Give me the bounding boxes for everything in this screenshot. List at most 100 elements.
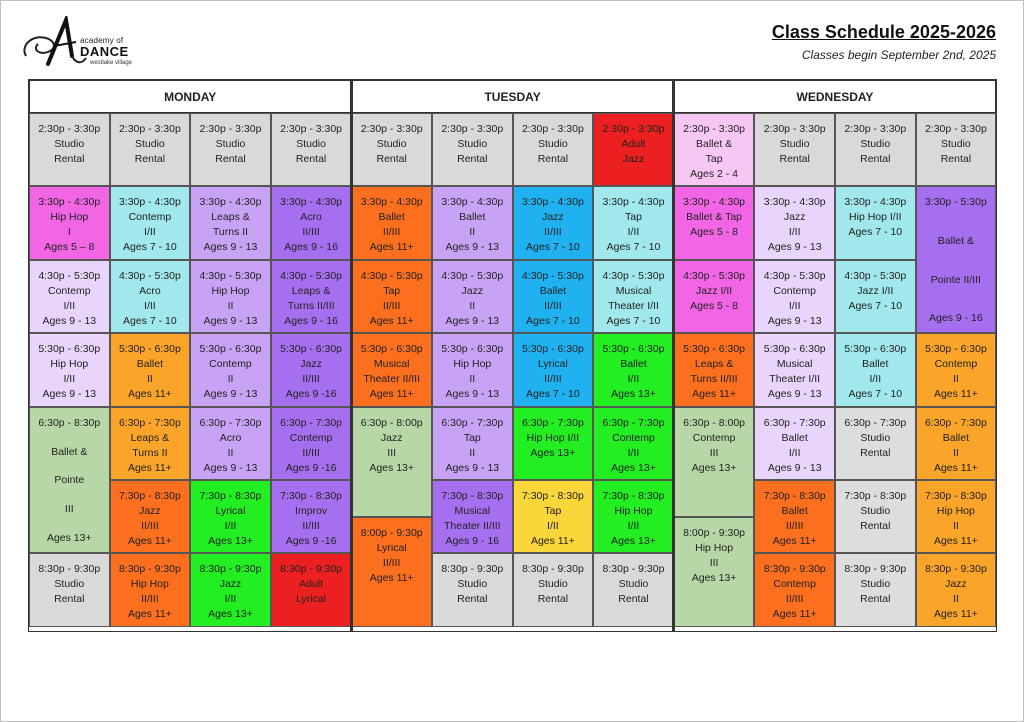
class-detail: II/III bbox=[302, 520, 320, 532]
class-time: 6:30p - 8:30p bbox=[38, 416, 101, 429]
class-detail: Lyrical bbox=[537, 358, 568, 371]
class-detail: I/II bbox=[627, 226, 640, 239]
class-detail: Ages 9 - 13 bbox=[767, 241, 822, 254]
class-detail: I/II bbox=[63, 373, 76, 386]
class-detail: Musical bbox=[454, 505, 491, 517]
class-cell: 5:30p - 6:30p Hip Hop II Ages 9 - 13 bbox=[432, 333, 513, 407]
class-detail: Adult bbox=[299, 578, 324, 591]
class-detail: Ages 9 - 13 bbox=[767, 461, 822, 474]
class-time: 5:30p - 6:30p bbox=[521, 343, 584, 356]
class-detail: Studio bbox=[54, 138, 85, 150]
class-cell: 3:30p - 4:30p Ballet II/III Ages 11+ bbox=[351, 186, 432, 260]
class-time: 4:30p - 5:30p bbox=[280, 269, 343, 282]
class-detail: Hip Hop bbox=[614, 505, 653, 517]
class-cell: 3:30p - 5:30p Ballet & Pointe II/III Ages 9… bbox=[915, 186, 997, 334]
class-detail: Studio bbox=[860, 431, 891, 444]
logo-line-3: westlake village bbox=[90, 60, 133, 66]
class-detail: II bbox=[227, 446, 234, 459]
class-detail: Pointe bbox=[54, 474, 85, 487]
class-detail: Studio bbox=[457, 138, 488, 150]
class-time: 2:30p - 3:30p bbox=[683, 123, 746, 135]
class-detail: Ballet & Tap bbox=[686, 211, 743, 224]
class-detail: II/III bbox=[302, 373, 320, 386]
class-detail: Leaps & bbox=[291, 284, 331, 297]
class-detail: Jazz I/II bbox=[696, 284, 733, 297]
class-detail: Ages 9 -16 bbox=[285, 388, 337, 401]
class-detail: Ballet bbox=[620, 358, 647, 371]
class-cell: 6:30p - 7:30p Tap II Ages 9 - 13 bbox=[432, 406, 513, 480]
class-detail: Studio bbox=[860, 505, 891, 517]
class-detail: Ages 9 - 13 bbox=[445, 461, 500, 474]
class-detail: II bbox=[146, 373, 153, 386]
class-time: 6:30p - 7:30p bbox=[602, 416, 665, 429]
class-cell: 8:00p - 9:30p Hip Hop III Ages 13+ bbox=[673, 516, 755, 627]
class-detail: Ages 13+ bbox=[611, 535, 656, 547]
class-detail: Rental bbox=[54, 153, 85, 165]
class-detail: Studio bbox=[457, 578, 488, 591]
class-time: 5:30p - 6:30p bbox=[38, 343, 101, 356]
class-cell: 2:30p - 3:30p Ballet & Tap Ages 2 - 4 bbox=[673, 113, 755, 187]
class-detail: Contemp bbox=[289, 431, 333, 444]
class-cell: 5:30p - 6:30p Musical Theater I/II Ages 9 -… bbox=[754, 333, 835, 407]
class-time: 8:30p - 9:30p bbox=[521, 563, 584, 576]
class-detail: Adult bbox=[621, 138, 646, 150]
class-detail: Ages 11+ bbox=[933, 461, 978, 474]
class-time: 5:30p - 6:30p bbox=[441, 343, 504, 356]
class-time: 3:30p - 4:30p bbox=[763, 196, 826, 209]
class-detail: Ages 11+ bbox=[772, 535, 817, 547]
class-detail: Rental bbox=[134, 153, 166, 165]
class-cell: 5:30p - 6:30p Ballet I/II Ages 13+ bbox=[593, 333, 674, 407]
class-time: 2:30p - 3:30p bbox=[280, 123, 343, 135]
class-detail: II bbox=[952, 446, 959, 459]
class-detail: II/III bbox=[544, 373, 562, 386]
class-detail: Pointe II/III bbox=[930, 273, 981, 286]
class-cell: 4:30p - 5:30p Jazz I/II Ages 7 - 10 bbox=[835, 259, 916, 334]
class-detail: Ages 5 - 8 bbox=[690, 226, 739, 239]
class-cell: 6:30p - 7:30p Ballet II Ages 11+ bbox=[915, 406, 997, 480]
class-time: 8:30p - 9:30p bbox=[763, 563, 826, 576]
academy-logo: academy of DANCE westlake village bbox=[18, 12, 143, 70]
day-separator bbox=[672, 80, 676, 631]
class-cell: 7:30p - 8:30p Jazz II/III Ages 11+ bbox=[109, 480, 191, 554]
class-detail: Rental bbox=[618, 593, 649, 606]
class-detail: Rental bbox=[860, 593, 891, 606]
class-time: 5:30p - 6:30p bbox=[602, 343, 665, 356]
class-detail: II bbox=[227, 373, 234, 386]
class-detail: Ages 11+ bbox=[369, 241, 414, 254]
class-cell: 3:30p - 4:30p Jazz II/III Ages 7 - 10 bbox=[512, 186, 594, 260]
class-cell: 8:30p - 9:30p Jazz II Ages 11+ bbox=[915, 553, 997, 627]
class-cell: 6:30p - 7:30p Ballet I/II Ages 9 - 13 bbox=[754, 406, 835, 480]
class-detail: Tap bbox=[625, 211, 642, 224]
class-detail: Contemp bbox=[773, 578, 816, 591]
logo-line-1: academy of bbox=[80, 36, 124, 45]
class-detail: Rental bbox=[54, 593, 85, 606]
class-cell: 5:30p - 6:30p Contemp II Ages 9 - 13 bbox=[190, 333, 271, 407]
class-detail: Ages 11+ bbox=[369, 388, 414, 401]
class-detail: Rental bbox=[537, 153, 569, 165]
class-detail: I/II bbox=[788, 226, 801, 239]
class-time: 3:30p - 4:30p bbox=[360, 196, 423, 209]
class-detail: Studio bbox=[135, 138, 165, 150]
day-separator bbox=[349, 80, 353, 631]
class-detail: Ages 7 - 10 bbox=[123, 314, 177, 327]
class-detail: I/II bbox=[627, 446, 640, 459]
class-time: 3:30p - 4:30p bbox=[118, 196, 181, 209]
class-detail: Hip Hop bbox=[211, 284, 250, 297]
class-time: 8:00p - 9:30p bbox=[683, 526, 746, 539]
class-cell: 2:30p - 3:30p Studio Rental bbox=[351, 113, 432, 187]
class-detail: Ballet bbox=[539, 284, 567, 297]
class-detail: Ages 13+ bbox=[208, 608, 253, 621]
class-detail: Jazz bbox=[542, 211, 564, 224]
class-detail: II bbox=[469, 226, 476, 239]
class-detail: Rental bbox=[215, 153, 246, 165]
class-cell: 7:30p - 8:30p Ballet II/III Ages 11+ bbox=[754, 480, 835, 554]
class-detail: II bbox=[469, 373, 476, 386]
class-time: 7:30p - 8:30p bbox=[118, 490, 181, 502]
class-cell: 3:30p - 4:30p Leaps & Turns II Ages 9 - 13 bbox=[190, 186, 271, 260]
class-time: 7:30p - 8:30p bbox=[924, 490, 987, 502]
class-cell: 4:30p - 5:30p Hip Hop II Ages 9 - 13 bbox=[190, 259, 271, 334]
class-detail: III bbox=[709, 556, 719, 569]
class-detail: I/II bbox=[63, 299, 76, 312]
class-detail: II/III bbox=[302, 446, 320, 459]
class-detail: Rental bbox=[457, 153, 488, 165]
